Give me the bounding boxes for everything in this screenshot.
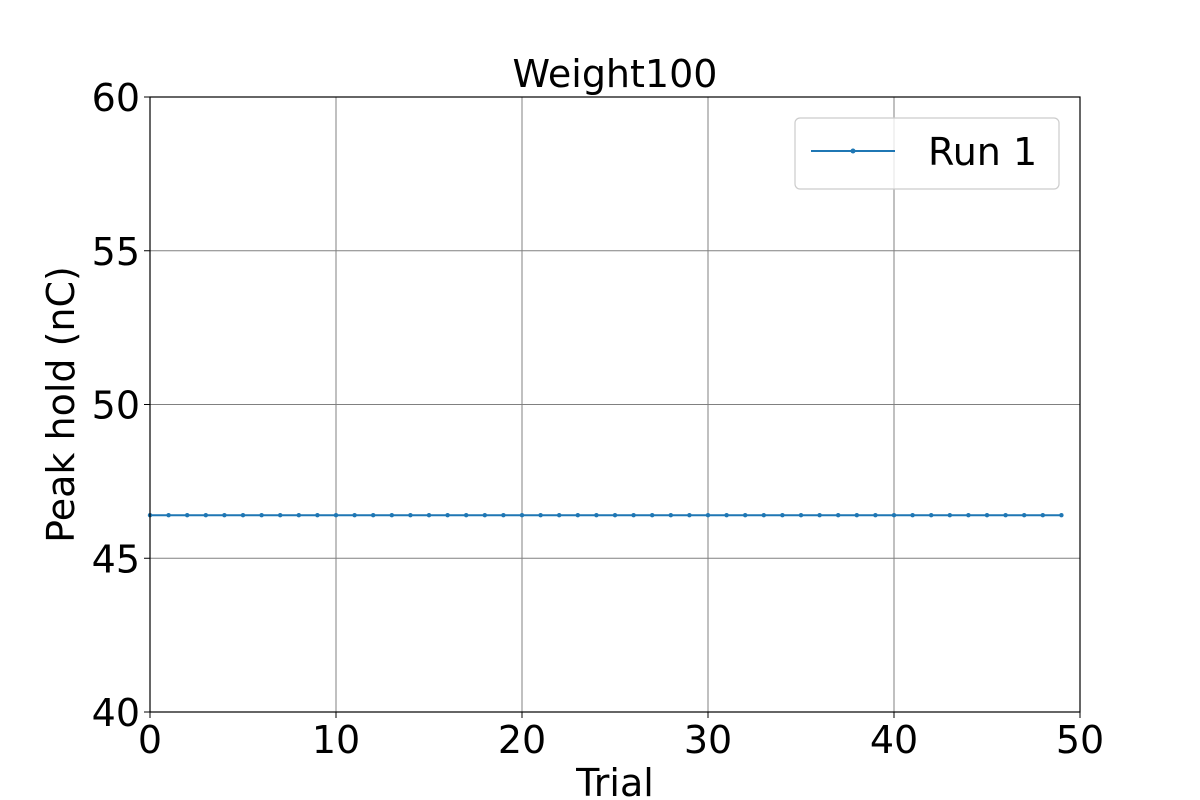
data-point — [650, 513, 655, 518]
data-point — [910, 513, 915, 518]
data-point — [668, 513, 673, 518]
legend-label-run-1: Run 1 — [928, 130, 1037, 174]
x-axis-ticks: 0 10 20 30 40 50 — [138, 712, 1104, 762]
data-point — [724, 513, 729, 518]
data-point — [185, 513, 190, 518]
data-point — [259, 513, 264, 518]
x-tick-label: 20 — [498, 718, 546, 762]
x-axis-title: Trial — [575, 761, 654, 800]
data-point — [501, 513, 506, 518]
y-tick-label: 55 — [92, 230, 140, 274]
chart-title: Weight100 — [513, 52, 718, 96]
data-point — [780, 513, 785, 518]
data-point — [873, 513, 878, 518]
data-point — [966, 513, 971, 518]
data-point — [352, 513, 357, 518]
x-tick-label: 30 — [684, 718, 732, 762]
y-tick-label: 50 — [92, 384, 140, 428]
data-point — [408, 513, 413, 518]
data-point — [557, 513, 562, 518]
y-tick-label: 60 — [92, 76, 140, 120]
data-point — [1040, 513, 1046, 518]
data-point — [575, 513, 580, 518]
data-point — [798, 513, 804, 518]
data-point — [705, 513, 711, 518]
data-point — [426, 513, 432, 518]
data-point — [594, 513, 599, 518]
data-point — [389, 513, 394, 518]
x-tick-label: 40 — [870, 718, 918, 762]
data-point — [1003, 513, 1008, 518]
data-point — [315, 513, 320, 518]
y-tick-label: 45 — [92, 537, 140, 581]
data-point — [464, 513, 469, 518]
data-point — [222, 513, 227, 518]
data-point — [519, 513, 525, 518]
data-point — [612, 513, 618, 518]
data-point — [947, 513, 952, 518]
data-point — [538, 513, 543, 518]
x-tick-label: 10 — [312, 718, 360, 762]
y-axis-title: Peak hold (nC) — [39, 266, 83, 543]
data-point — [631, 513, 636, 518]
data-point — [761, 513, 766, 518]
data-point — [296, 513, 301, 518]
data-point — [1059, 513, 1064, 518]
plot-series — [147, 513, 1064, 518]
data-point — [687, 513, 692, 518]
data-point — [836, 513, 841, 518]
legend-swatch-marker — [850, 148, 856, 154]
y-axis-ticks: 40 45 50 55 60 — [92, 76, 150, 735]
data-point — [743, 513, 748, 518]
x-tick-label: 50 — [1056, 718, 1104, 762]
data-point — [203, 513, 208, 518]
data-point — [482, 513, 487, 518]
data-point — [371, 513, 376, 518]
legend-frame — [794, 117, 1060, 190]
data-point — [854, 513, 859, 518]
data-point — [278, 513, 283, 518]
data-point — [333, 513, 339, 518]
x-tick-label: 0 — [138, 718, 162, 762]
data-point — [445, 513, 450, 518]
grid-lines — [150, 97, 1080, 712]
data-point — [240, 513, 246, 518]
data-point — [984, 513, 990, 518]
data-point — [1021, 513, 1027, 518]
data-point — [166, 513, 171, 518]
data-point — [891, 513, 897, 518]
data-point — [929, 513, 934, 518]
y-tick-label: 40 — [92, 691, 140, 735]
data-point — [817, 513, 822, 518]
legend: Run 1 — [794, 117, 1060, 190]
